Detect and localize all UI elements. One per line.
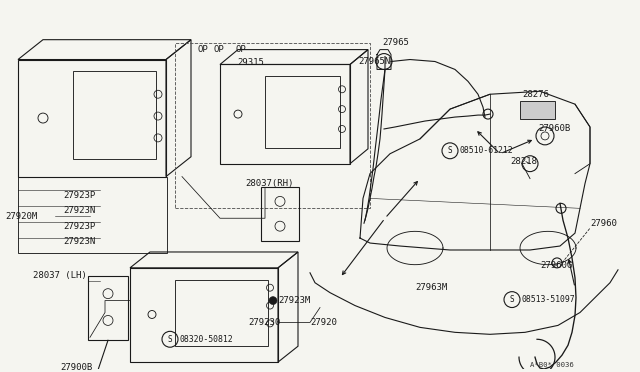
Bar — [265, 76, 340, 148]
Circle shape — [269, 296, 277, 305]
Text: OP: OP — [213, 45, 224, 54]
Text: 279230: 279230 — [248, 318, 280, 327]
Text: S: S — [509, 295, 515, 304]
Text: 27965: 27965 — [382, 38, 409, 47]
Text: S: S — [168, 335, 172, 344]
Bar — [520, 101, 555, 119]
Text: 08510-61212: 08510-61212 — [460, 146, 514, 155]
Text: 27923P: 27923P — [63, 191, 95, 200]
Text: 27960B: 27960B — [538, 125, 570, 134]
Text: 28218: 28218 — [510, 157, 537, 166]
Bar — [73, 71, 156, 159]
Text: 08513-51097: 08513-51097 — [522, 295, 575, 304]
Bar — [175, 280, 268, 346]
Text: OP: OP — [235, 45, 246, 54]
Bar — [18, 60, 166, 177]
Bar — [220, 64, 350, 164]
Bar — [261, 186, 299, 241]
Text: 27965N: 27965N — [358, 57, 390, 66]
Bar — [130, 268, 278, 362]
Text: A*B0* 0036: A*B0* 0036 — [530, 362, 573, 368]
Text: 27920M: 27920M — [5, 212, 37, 221]
Text: 27900B: 27900B — [60, 363, 92, 372]
Text: 27923N: 27923N — [63, 206, 95, 215]
Text: 27920: 27920 — [310, 318, 337, 327]
Text: 27923M: 27923M — [278, 296, 310, 305]
Text: 29315: 29315 — [237, 58, 264, 67]
Text: 27960: 27960 — [590, 219, 617, 228]
Text: 08320-50812: 08320-50812 — [180, 335, 234, 344]
Text: 28037(RH): 28037(RH) — [245, 179, 293, 188]
Text: 28276: 28276 — [522, 90, 549, 99]
Text: 28037 (LH): 28037 (LH) — [33, 271, 87, 280]
Bar — [18, 177, 167, 253]
Text: 27923N: 27923N — [63, 237, 95, 246]
Text: OP: OP — [198, 45, 209, 54]
Bar — [175, 43, 370, 208]
Text: S: S — [448, 146, 452, 155]
Bar — [88, 276, 128, 340]
Text: 27960G: 27960G — [540, 262, 572, 270]
Text: 27963M: 27963M — [415, 283, 447, 292]
Text: 27923P: 27923P — [63, 222, 95, 231]
